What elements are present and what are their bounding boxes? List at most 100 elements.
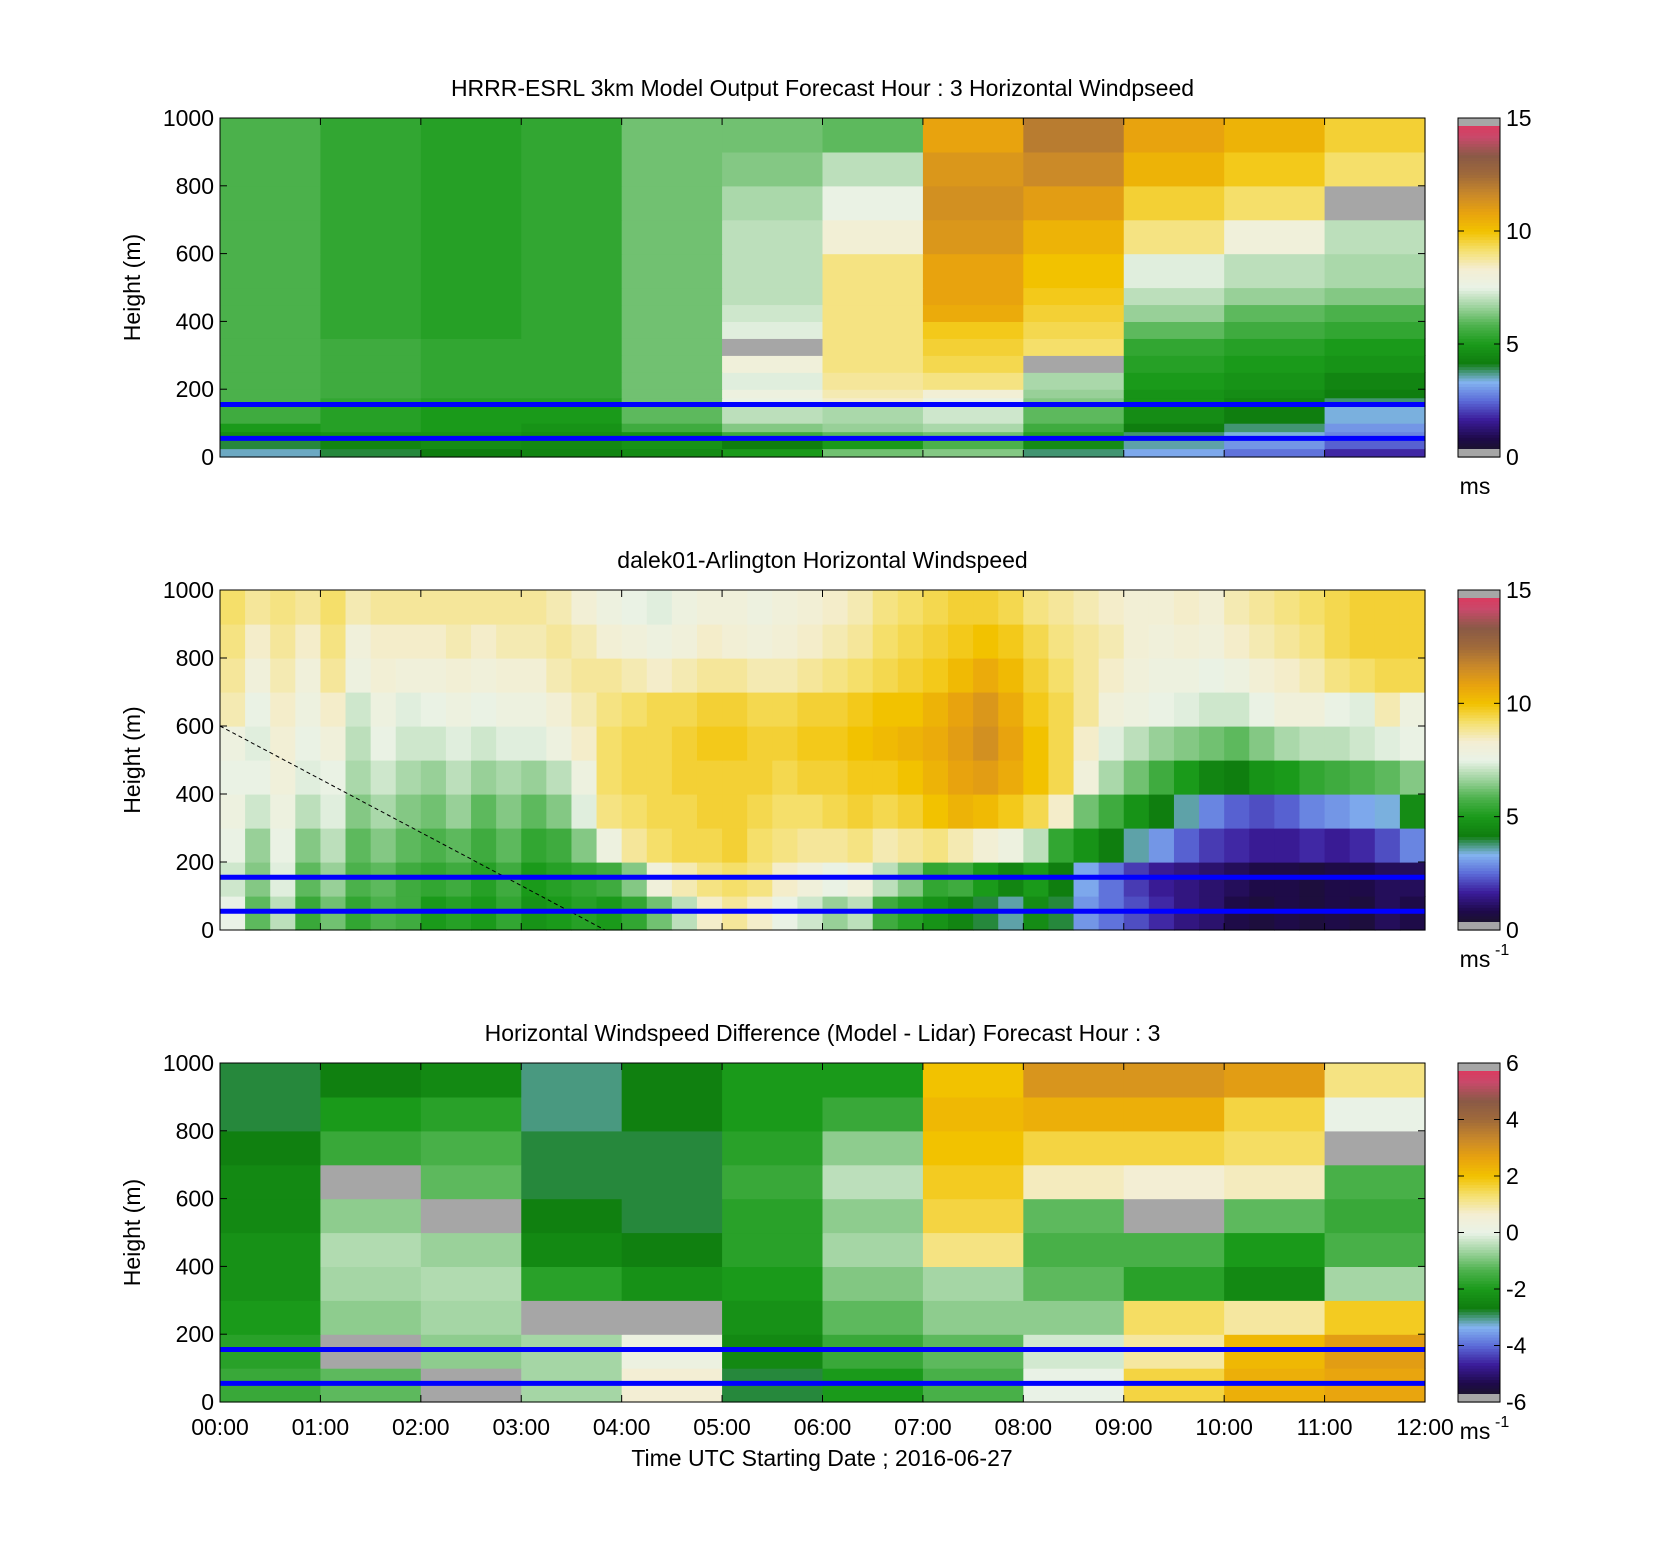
heatmap-cell (696, 760, 723, 795)
heatmap-cell (345, 828, 372, 863)
colorbar-segment (1458, 225, 1500, 229)
heatmap-cell (1199, 624, 1225, 659)
heatmap-cell (521, 338, 623, 356)
colorbar-segment (1458, 1136, 1500, 1140)
heatmap-cell (1324, 372, 1426, 390)
heatmap-cell (722, 828, 748, 863)
colorbar-segment (1458, 1289, 1500, 1293)
heatmap-cell (320, 760, 347, 795)
heatmap-cell (646, 726, 673, 761)
heatmap-cell (1399, 828, 1426, 863)
heatmap-cell (822, 828, 849, 863)
colorbar-segment (1458, 1077, 1500, 1081)
heatmap-cell (1173, 624, 1200, 659)
colorbar-segment (1458, 655, 1500, 659)
heatmap-cell (220, 1164, 322, 1200)
colorbar-segment (1458, 174, 1500, 178)
heatmap-cell (922, 118, 1024, 153)
heatmap-cell (1224, 1198, 1326, 1234)
colorbar-segment (1458, 1147, 1500, 1152)
heatmap-cell (245, 692, 271, 727)
heatmap-cell (420, 590, 447, 625)
heatmap-cell (973, 760, 999, 795)
heatmap-cell (1249, 624, 1275, 659)
heatmap-cell (822, 406, 924, 424)
heatmap-cell (220, 372, 322, 390)
heatmap-cell (722, 304, 824, 322)
heatmap-cell (1374, 658, 1401, 693)
colorbar-segment (1458, 615, 1500, 619)
colorbar-segment (1458, 366, 1500, 371)
colorbar-segment (1458, 191, 1500, 195)
colorbar-segment (1458, 881, 1500, 886)
heatmap-cell (621, 321, 723, 339)
colorbar-segment (1458, 149, 1500, 153)
heatmap-cell (1048, 624, 1075, 659)
colorbar-segment (1458, 850, 1500, 855)
colorbar-segment (1458, 777, 1500, 781)
colorbar-segment (1458, 1201, 1500, 1205)
heatmap-cell (1199, 794, 1225, 829)
heatmap-cell (772, 828, 798, 863)
heatmap-cell (922, 1164, 1024, 1200)
colorbar-segment (1458, 1204, 1500, 1208)
heatmap-cell (420, 287, 522, 306)
colorbar-segment (1458, 1325, 1500, 1330)
colorbar-segment (1458, 1308, 1500, 1313)
heatmap-cell (245, 828, 271, 863)
heatmap-cell (521, 1096, 623, 1132)
colorbar-segment (1458, 442, 1500, 447)
colorbar-segment (1458, 1082, 1500, 1087)
colorbar-segment (1458, 1240, 1500, 1245)
heatmap-cell (496, 590, 522, 625)
y-tick-label: 600 (176, 1186, 214, 1212)
colorbar-segment (1458, 1317, 1500, 1321)
y-tick-label: 800 (176, 1118, 214, 1144)
heatmap-cell (1399, 590, 1426, 625)
heatmap-cell (998, 658, 1024, 693)
heatmap-cell (922, 1300, 1024, 1335)
heatmap-cell (1399, 760, 1426, 795)
colorbar-segment (1458, 1119, 1500, 1123)
heatmap-cell (772, 692, 798, 727)
heatmap-cell (1299, 624, 1326, 659)
heatmap-cell (621, 219, 723, 255)
heatmap-cell (722, 1096, 824, 1132)
colorbar-cap-top (1458, 590, 1500, 598)
heatmap-cell (320, 440, 422, 450)
colorbar-segment (1458, 1348, 1500, 1352)
heatmap-cell (722, 151, 824, 187)
heatmap-cell (1023, 1164, 1125, 1200)
colorbar-segment (1458, 1286, 1500, 1290)
colorbar-segment (1458, 1190, 1500, 1194)
heatmap-cell (847, 828, 874, 863)
heatmap-cell (671, 624, 698, 659)
colorbar-segment (1458, 799, 1500, 804)
heatmap-cell (1123, 1164, 1225, 1200)
colorbar-segment (1458, 898, 1500, 903)
heatmap-cell (1023, 448, 1125, 458)
heatmap-cell (1123, 406, 1225, 424)
heatmap-cell (671, 794, 698, 829)
colorbar-cap-top (1458, 1063, 1500, 1071)
heatmap-cell (320, 726, 347, 761)
colorbar-segment (1458, 1246, 1500, 1251)
heatmap-cell (1224, 794, 1250, 829)
heatmap-cell (521, 1300, 623, 1335)
heatmap-cell (1148, 624, 1175, 659)
heatmap-cell (1098, 692, 1125, 727)
heatmap-cell (420, 338, 522, 356)
heatmap-cell (270, 760, 296, 795)
colorbar-segment (1458, 808, 1500, 812)
heatmap-cell (922, 1130, 1024, 1166)
heatmap-cell (420, 448, 522, 458)
heatmap-cell (747, 828, 773, 863)
heatmap-cell (922, 692, 949, 727)
colorbar-segment (1458, 423, 1500, 427)
heatmap-cell (1123, 372, 1225, 390)
colorbar-segment (1458, 310, 1500, 314)
colorbar-segment (1458, 1184, 1500, 1188)
heatmap-cell (320, 287, 422, 306)
colorbar-segment (1458, 182, 1500, 187)
colorbar-segment (1458, 896, 1500, 900)
